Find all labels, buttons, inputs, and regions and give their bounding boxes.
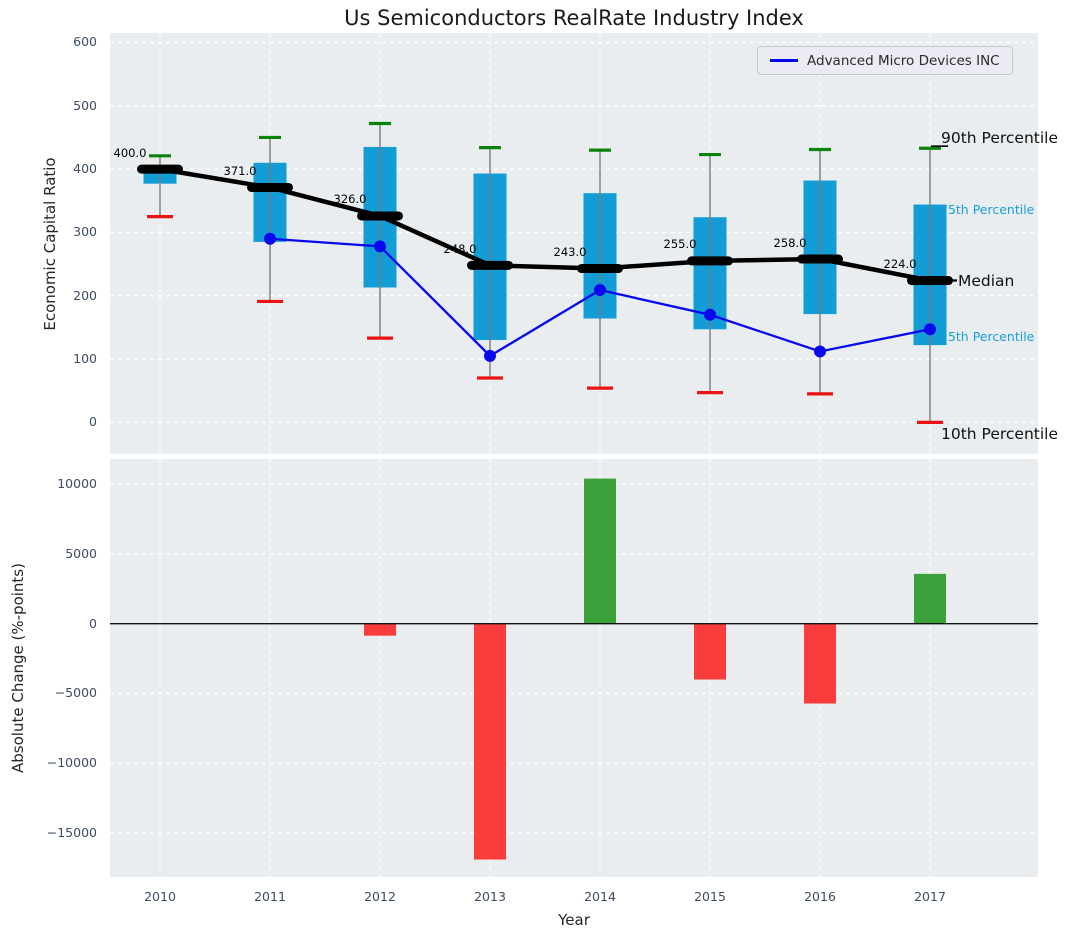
amd-point-2014 [594,284,606,297]
annotation-25th-percentile: 25th Percentile [940,329,1035,345]
change-bar-2013 [474,623,506,860]
median-value-label-2014: 243.0 [553,245,587,259]
median-marker-2013 [467,260,513,270]
annotation-90th-percentile: 90th Percentile [941,129,1059,148]
x-axis-label: Year [558,911,590,929]
amd-point-2012 [374,240,386,253]
change-bar-2016 [804,623,836,704]
median-marker-2017 [907,276,953,286]
median-value-label-2017: 224.0 [883,257,917,272]
bottom-y-axis-label: Absolute Change (%-points) [9,563,27,773]
bottom-y-tick-−10000: −10000 [46,755,97,771]
amd-point-2013 [484,349,496,362]
x-tick-2013: 2013 [474,889,506,904]
legend[interactable]: Advanced Micro Devices INC [757,46,1013,75]
median-marker-2014 [577,264,623,274]
median-marker-2011 [247,182,293,192]
top-y-tick-300: 300 [73,224,97,240]
median-marker-2010 [137,164,183,174]
median-value-label-2011: 371.0 [223,163,257,178]
change-bar-2015 [694,623,726,680]
top-y-tick-0: 0 [89,414,97,430]
bottom-y-tick-0: 0 [89,615,97,631]
bottom-y-tick-10000: 10000 [57,476,97,492]
annotation-median: Median [958,271,1015,290]
x-tick-2017: 2017 [914,889,946,904]
median-marker-2012 [357,211,403,221]
x-tick-2015: 2015 [694,889,726,904]
amd-point-2015 [704,308,716,321]
top-panel [110,33,1038,454]
annotation-10th-percentile: 10th Percentile [941,425,1059,444]
top-y-tick-400: 400 [73,161,97,177]
amd-point-2016 [814,345,826,358]
median-value-label-2013: 248.0 [443,241,477,256]
change-bar-2017 [914,573,946,624]
top-y-tick-200: 200 [73,287,97,303]
amd-point-2017 [924,323,936,336]
top-y-tick-600: 600 [73,34,97,50]
top-y-tick-100: 100 [73,351,97,367]
bottom-y-tick-−15000: −15000 [46,825,97,841]
chart-title: Us Semiconductors RealRate Industry Inde… [344,6,804,30]
median-value-label-2012: 326.0 [333,192,367,207]
median-value-label-2010: 400.0 [113,145,147,160]
x-tick-2012: 2012 [364,889,396,904]
x-tick-2016: 2016 [804,889,836,904]
x-tick-2011: 2011 [254,889,286,904]
median-marker-2015 [687,256,733,266]
annotation-75th-percentile: 75th Percentile [940,201,1035,217]
change-bar-2012 [364,623,396,636]
bottom-y-tick-5000: 5000 [65,545,97,561]
median-value-label-2015: 255.0 [663,237,697,252]
legend-label: Advanced Micro Devices INC [807,52,1000,69]
bottom-panel [110,459,1038,877]
top-y-tick-500: 500 [73,97,97,113]
top-y-axis-label: Economic Capital Ratio [41,157,59,331]
x-tick-2014: 2014 [584,889,616,904]
median-marker-2016 [797,254,843,264]
change-bar-2014 [584,478,616,624]
x-tick-2010: 2010 [144,889,176,904]
legend-line-swatch [770,59,798,62]
amd-point-2011 [264,232,276,245]
median-value-label-2016: 258.0 [773,235,807,250]
bottom-y-tick-−5000: −5000 [54,685,97,701]
